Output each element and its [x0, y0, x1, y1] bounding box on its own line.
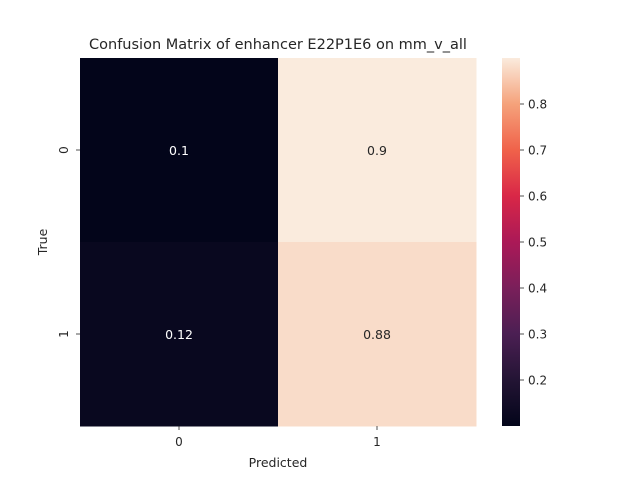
heatmap-cell-0-1 [278, 58, 477, 243]
colorbar-tick-label-2: 0.4 [528, 282, 547, 296]
colorbar-tick-label-0: 0.2 [528, 374, 547, 388]
x-tick-label-0: 0 [175, 435, 183, 449]
y-axis-label: True [35, 228, 50, 256]
colorbar-tick-label-1: 0.3 [528, 328, 547, 342]
cell-value-label-0-0: 0.1 [169, 143, 189, 158]
colorbar-tick-label-6: 0.8 [528, 98, 547, 112]
colorbar-tick-label-3: 0.5 [528, 236, 547, 250]
heatmap-cell-1-1 [278, 242, 477, 427]
x-tick-label-1: 1 [373, 435, 381, 449]
colorbar-tick-label-4: 0.6 [528, 190, 547, 204]
cell-value-label-1-1: 0.88 [363, 327, 391, 342]
y-axis-ticks: 01 [57, 146, 80, 338]
heatmap-cells [80, 58, 477, 427]
heatmap-cell-1-0 [80, 242, 279, 427]
colorbar [502, 58, 520, 426]
heatmap-cell-0-0 [80, 58, 279, 243]
cell-value-label-1-0: 0.12 [165, 327, 193, 342]
y-tick-label-0: 0 [57, 146, 71, 154]
heatmap-cell-labels: 0.1 0.9 0.12 0.88 [165, 143, 391, 342]
x-axis-label: Predicted [249, 455, 308, 470]
y-tick-label-1: 1 [57, 330, 71, 338]
colorbar-tick-label-5: 0.7 [528, 144, 547, 158]
cell-value-label-0-1: 0.9 [367, 143, 387, 158]
chart-title: Confusion Matrix of enhancer E22P1E6 on … [89, 37, 467, 53]
colorbar-ticks: 0.2 0.3 0.4 0.5 0.6 0.7 0.8 [520, 98, 547, 388]
